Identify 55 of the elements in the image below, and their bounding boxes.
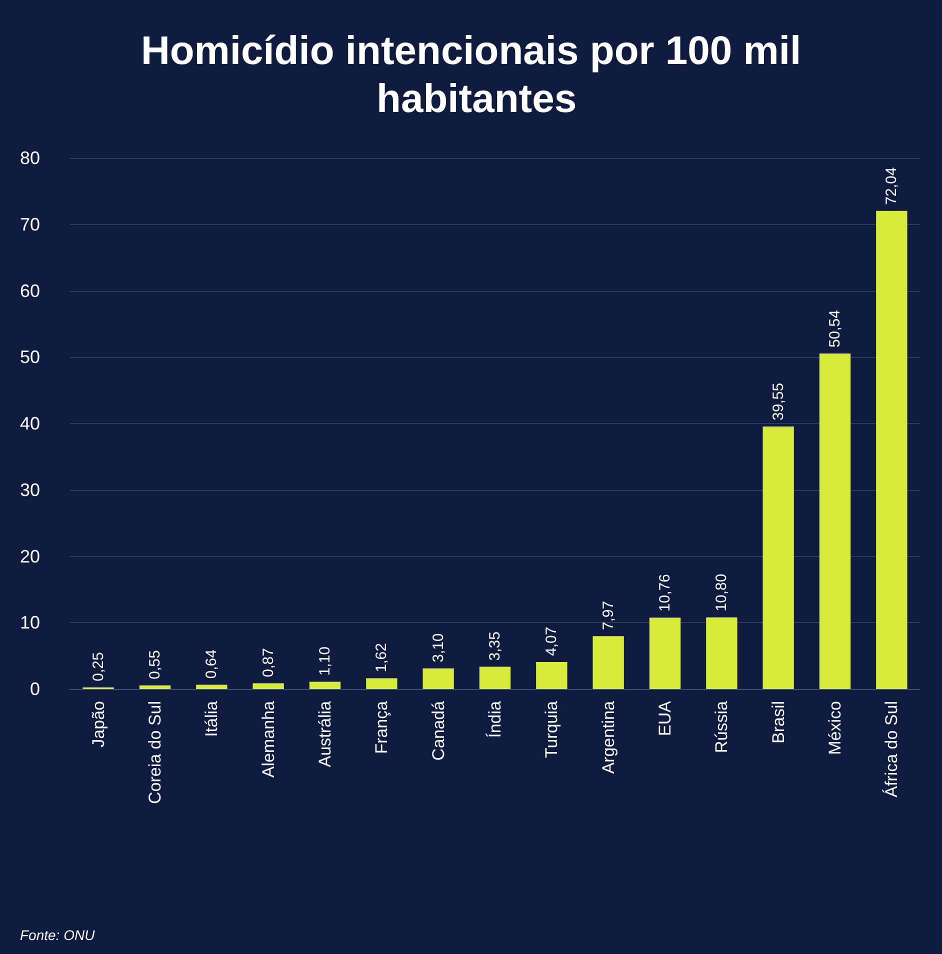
- data-label: 1,10: [316, 646, 334, 676]
- y-tick-label: 80: [20, 148, 40, 168]
- x-tick-label: Índia: [486, 700, 504, 738]
- x-tick-label: Austrália: [316, 700, 334, 768]
- y-tick-label: 30: [20, 480, 40, 500]
- data-label: 0,87: [260, 648, 277, 678]
- bar: [592, 636, 624, 689]
- y-tick-label: 40: [20, 414, 40, 434]
- data-label: 50,54: [826, 310, 844, 348]
- data-label: 3,10: [430, 633, 447, 662]
- source-note: Fonte: ONU: [20, 927, 96, 943]
- y-tick-label: 50: [20, 347, 40, 368]
- data-label: 10,80: [713, 574, 730, 612]
- bar: [876, 210, 908, 689]
- data-label: 3,35: [486, 632, 504, 661]
- y-tick-label: 70: [20, 214, 40, 234]
- bar: [252, 683, 284, 689]
- x-tick-label: Brasil: [768, 701, 788, 744]
- x-tick-label: Turquia: [542, 700, 562, 758]
- x-tick-label: EUA: [656, 700, 674, 736]
- bar: [819, 354, 851, 689]
- x-tick-label: Japão: [88, 701, 108, 748]
- data-label: 72,04: [883, 167, 900, 205]
- x-tick-label: Argentina: [598, 700, 618, 774]
- x-tick-label: Coreia do Sul: [146, 701, 164, 804]
- bar: [536, 662, 568, 689]
- data-label: 1,62: [373, 643, 390, 672]
- bar: [196, 684, 228, 689]
- data-label: 4,07: [543, 626, 560, 656]
- chart-title: Homicídio intencionais por 100 mil habitantes: [140, 29, 802, 121]
- bar: [479, 666, 511, 689]
- data-label: 10,76: [656, 574, 674, 612]
- data-label: 7,97: [600, 600, 617, 630]
- data-label: 0,25: [90, 652, 107, 682]
- bar: [139, 685, 171, 689]
- x-tick-label: Canadá: [428, 700, 448, 761]
- y-tick-label: 10: [20, 612, 40, 633]
- x-tick-label: África do Sul: [882, 701, 902, 798]
- x-tick-label: França: [372, 700, 392, 754]
- data-label: 0,64: [203, 650, 220, 679]
- y-tick-label: 60: [20, 280, 40, 301]
- bar: [422, 668, 454, 689]
- data-label: 39,55: [770, 382, 787, 420]
- bar: [706, 617, 738, 689]
- bar: [762, 426, 794, 689]
- x-tick-label: México: [826, 701, 844, 755]
- x-tick-label: Rússia: [712, 700, 732, 753]
- x-tick-label: Itália: [202, 700, 222, 737]
- y-tick-label: 0: [30, 679, 40, 699]
- bar: [309, 682, 341, 689]
- x-tick-label: Alemanha: [258, 700, 278, 778]
- bar: [649, 618, 681, 689]
- y-tick-label: 20: [20, 546, 40, 566]
- bar: [366, 678, 398, 689]
- data-label: 0,55: [146, 650, 164, 680]
